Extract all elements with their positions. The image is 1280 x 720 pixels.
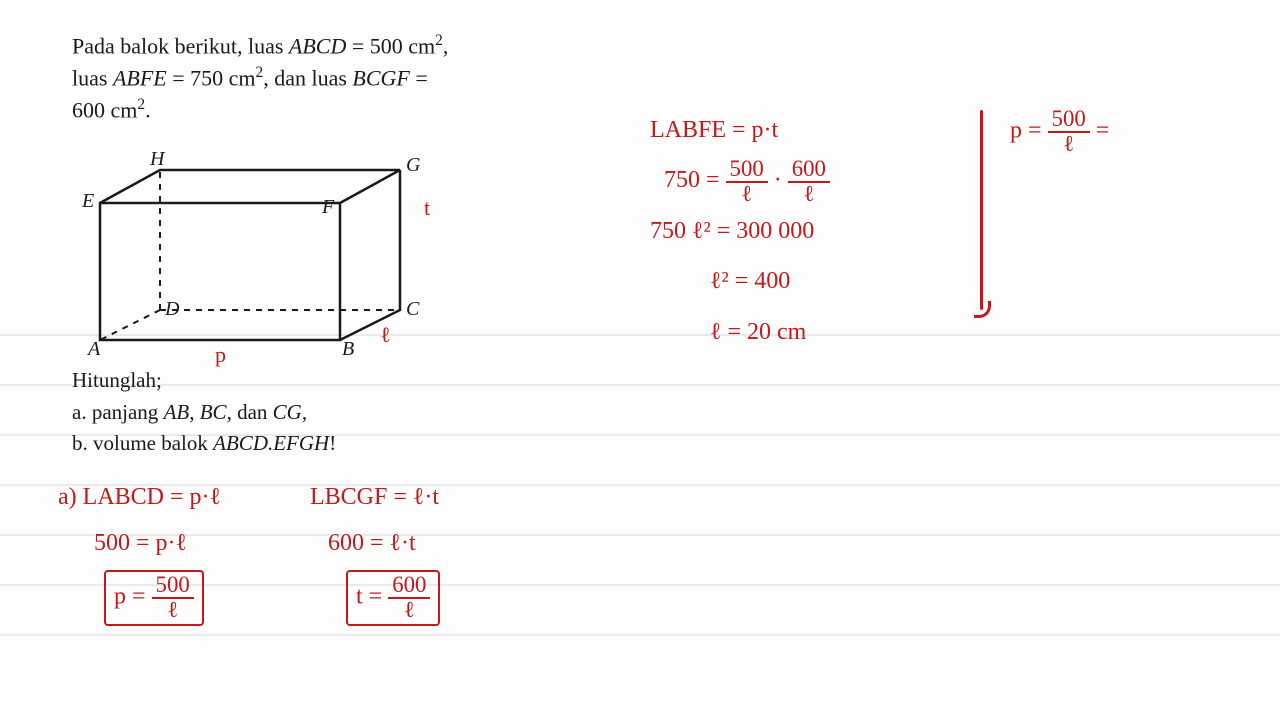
work-abfe-f2-den: ℓ — [799, 183, 818, 206]
sym-bcgf: BCGF — [352, 66, 409, 91]
work-abfe-f1-den: ℓ — [737, 183, 756, 206]
problem-line2-post: , dan luas — [263, 66, 352, 91]
work-abfe-l2-lhs: 750 = — [664, 167, 720, 193]
task-a-sep1: , — [189, 400, 200, 424]
vertex-d: D — [165, 298, 179, 321]
period: . — [145, 98, 151, 123]
task-b-end: ! — [329, 431, 336, 455]
task-a-label: a. — [72, 400, 87, 424]
work-abcd-header: a) — [58, 484, 77, 510]
problem-eq2: = 750 cm — [167, 66, 256, 91]
work-bcgf-l2: 600 = ℓ·t — [328, 521, 440, 567]
work-abfe: LABFE = p·t 750 = 500ℓ · 600ℓ 750 ℓ² = 3… — [650, 105, 830, 357]
work-abfe-l4: ℓ² = 400 — [710, 256, 830, 306]
task-a-sep2: , dan — [227, 400, 273, 424]
work-abcd-l2: 500 = p·ℓ — [94, 521, 221, 567]
work-abcd: a) LABCD = p·ℓ 500 = p·ℓ p = 500ℓ — [58, 475, 221, 626]
work-abfe-f1-num: 500 — [726, 158, 768, 183]
sym-abcd: ABCD — [289, 33, 346, 58]
work-p-den: ℓ — [1059, 133, 1078, 156]
vertex-b: B — [342, 338, 354, 361]
problem-line3: 600 cm — [72, 98, 137, 123]
vertex-c: C — [406, 298, 419, 321]
work-p: p = 500ℓ = — [1010, 108, 1109, 156]
task-a-pre: panjang — [92, 400, 164, 424]
work-bcgf: LBCGF = ℓ·t 600 = ℓ·t t = 600ℓ — [310, 475, 440, 626]
work-abcd-box-den: ℓ — [163, 599, 182, 622]
task-b-label: b. — [72, 431, 88, 455]
problem-line2-pre: luas — [72, 66, 113, 91]
work-abcd-box-lhs: p = — [114, 584, 146, 610]
problem-text: Pada balok berikut, luas ABCD = 500 cm2,… — [72, 30, 492, 127]
sup1: 2 — [435, 32, 443, 49]
task-b-pre: volume balok — [93, 431, 213, 455]
task-list: Hitunglah; a. panjang AB, BC, dan CG, b.… — [72, 365, 336, 460]
task-a-cg: CG — [273, 400, 302, 424]
work-bcgf-box-num: 600 — [388, 574, 430, 599]
vertex-h: H — [150, 148, 164, 171]
work-abfe-l5: ℓ = 20 cm — [710, 307, 830, 357]
work-p-lhs: p = — [1010, 117, 1042, 143]
sup3: 2 — [137, 96, 145, 113]
task-b-name: ABCD.EFGH — [213, 431, 329, 455]
work-abcd-box-num: 500 — [152, 574, 194, 599]
work-abfe-f2-num: 600 — [788, 158, 830, 183]
sym-abfe: ABFE — [113, 66, 167, 91]
work-bcgf-l1: LBCGF = ℓ·t — [310, 475, 440, 521]
vertical-separator — [980, 110, 983, 310]
work-abfe-l1: LABFE = p·t — [650, 105, 830, 155]
hand-label-t: t — [424, 195, 430, 221]
task-a-ab: AB — [164, 400, 190, 424]
comma1: , — [443, 33, 449, 58]
task-a-end: , — [302, 400, 307, 424]
vertex-a: A — [88, 338, 100, 361]
work-abcd-l1: LABCD = p·ℓ — [83, 484, 221, 510]
work-abfe-dot: · — [774, 167, 782, 193]
problem-eq3: = — [410, 66, 428, 91]
vertex-g: G — [406, 154, 420, 177]
task-heading: Hitunglah; — [72, 365, 336, 397]
problem-line1-pre: Pada balok berikut, luas — [72, 33, 289, 58]
task-a-bc: BC — [200, 400, 227, 424]
vertex-e: E — [82, 190, 94, 213]
work-bcgf-box-lhs: t = — [356, 584, 382, 610]
work-abfe-l3: 750 ℓ² = 300 000 — [650, 206, 830, 256]
hand-label-l: ℓ — [380, 322, 391, 348]
cuboid-diagram: A B C D E F G H p ℓ t — [80, 140, 460, 365]
work-bcgf-box-den: ℓ — [400, 599, 419, 622]
work-p-num: 500 — [1048, 108, 1090, 133]
vertex-f: F — [322, 196, 334, 219]
problem-eq1: = 500 cm — [346, 33, 435, 58]
work-p-tail: = — [1096, 117, 1110, 143]
